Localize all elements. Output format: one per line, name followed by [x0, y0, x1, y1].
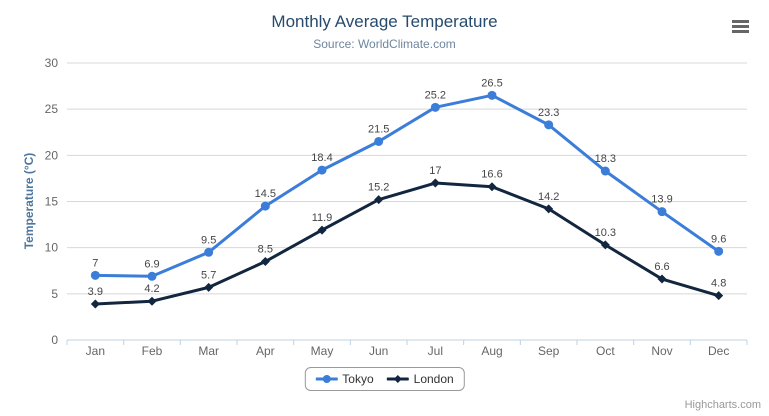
- data-point-label: 8.5: [258, 244, 273, 256]
- tokyo-line-marker-icon: [315, 373, 338, 385]
- london-line-marker-icon: [386, 373, 409, 385]
- data-point-marker[interactable]: [204, 247, 214, 257]
- data-point-label: 21.5: [368, 123, 389, 135]
- data-point-marker[interactable]: [317, 165, 327, 175]
- data-point-label: 6.6: [654, 261, 669, 273]
- data-point-label: 5.7: [201, 269, 216, 281]
- data-point-label: 7: [92, 257, 98, 269]
- data-point-label: 25.2: [425, 89, 446, 101]
- y-axis-tick-label: 30: [45, 56, 59, 70]
- legend-item-tokyo[interactable]: Tokyo: [315, 372, 374, 386]
- data-point-marker[interactable]: [544, 120, 554, 130]
- x-axis-category-label: Apr: [256, 344, 275, 358]
- data-point-label: 13.9: [651, 194, 672, 206]
- data-point-marker[interactable]: [374, 136, 384, 146]
- data-point-label: 18.3: [595, 153, 616, 165]
- series-line-tokyo[interactable]: [93, 93, 721, 278]
- data-point-label: 16.6: [481, 169, 502, 181]
- data-point-marker[interactable]: [657, 274, 667, 284]
- data-point-marker[interactable]: [204, 282, 214, 292]
- y-axis-tick-label: 10: [45, 241, 59, 255]
- data-point-label: 18.4: [311, 152, 332, 164]
- data-point-label: 23.3: [538, 107, 559, 119]
- legend-label-london: London: [413, 372, 454, 386]
- x-axis-category-label: Mar: [198, 344, 219, 358]
- y-axis-tick-label: 0: [51, 333, 58, 347]
- hamburger-menu-icon[interactable]: [732, 20, 749, 33]
- data-point-marker[interactable]: [657, 207, 667, 217]
- y-axis-tick-label: 20: [45, 148, 59, 162]
- data-point-label: 11.9: [312, 212, 333, 224]
- data-point-marker[interactable]: [260, 257, 270, 267]
- data-point-marker[interactable]: [147, 271, 157, 281]
- legend-item-london[interactable]: London: [386, 372, 454, 386]
- menu-bar: [732, 20, 749, 23]
- legend-label-tokyo: Tokyo: [342, 372, 374, 386]
- x-axis-category-label: May: [311, 344, 334, 358]
- x-axis-category-label: Jul: [428, 344, 443, 358]
- data-point-marker[interactable]: [487, 182, 497, 192]
- data-point-label: 17: [429, 165, 441, 177]
- x-axis-category-label: Aug: [481, 344, 502, 358]
- menu-bar: [732, 25, 749, 28]
- data-point-label: 9.6: [711, 233, 726, 245]
- x-axis-category-label: Jan: [86, 344, 105, 358]
- data-point-marker[interactable]: [147, 296, 157, 306]
- data-point-label: 10.3: [595, 227, 616, 239]
- y-axis-tick-label: 25: [45, 102, 59, 116]
- data-point-label: 14.2: [538, 191, 559, 203]
- x-axis-category-label: Oct: [596, 344, 615, 358]
- data-point-marker[interactable]: [544, 204, 554, 214]
- data-point-label: 6.9: [144, 258, 159, 270]
- x-axis-category-label: Jun: [369, 344, 388, 358]
- y-axis-tick-label: 15: [45, 195, 59, 209]
- x-axis-category-label: Sep: [538, 344, 560, 358]
- data-point-label: 3.9: [88, 286, 103, 298]
- data-point-marker[interactable]: [260, 201, 270, 211]
- series-line-london[interactable]: [93, 181, 721, 306]
- data-point-marker[interactable]: [600, 166, 610, 176]
- data-point-marker[interactable]: [714, 291, 724, 301]
- data-point-label: 4.2: [144, 283, 159, 295]
- menu-bar: [732, 30, 749, 33]
- data-point-marker[interactable]: [317, 225, 327, 235]
- data-point-marker[interactable]: [430, 178, 440, 188]
- y-axis-tick-label: 5: [51, 287, 58, 301]
- x-axis-category-label: Dec: [708, 344, 729, 358]
- credits-link[interactable]: Highcharts.com: [684, 399, 761, 411]
- data-point-marker[interactable]: [714, 246, 724, 256]
- data-point-label: 26.5: [481, 77, 502, 89]
- chart-title: Monthly Average Temperature: [271, 12, 498, 31]
- x-axis-category-label: Feb: [142, 344, 163, 358]
- data-point-marker[interactable]: [600, 240, 610, 250]
- chart-subtitle: Source: WorldClimate.com: [313, 37, 456, 51]
- data-point-marker[interactable]: [90, 299, 100, 309]
- data-point-label: 14.5: [255, 188, 276, 200]
- data-point-marker[interactable]: [374, 195, 384, 205]
- data-point-marker[interactable]: [90, 270, 100, 280]
- data-point-label: 15.2: [368, 182, 389, 194]
- data-point-marker[interactable]: [487, 90, 497, 100]
- legend: Tokyo London: [304, 367, 465, 391]
- x-axis-category-label: Nov: [651, 344, 672, 358]
- data-point-marker[interactable]: [430, 102, 440, 112]
- data-point-label: 4.8: [711, 278, 726, 290]
- data-point-label: 9.5: [201, 234, 216, 246]
